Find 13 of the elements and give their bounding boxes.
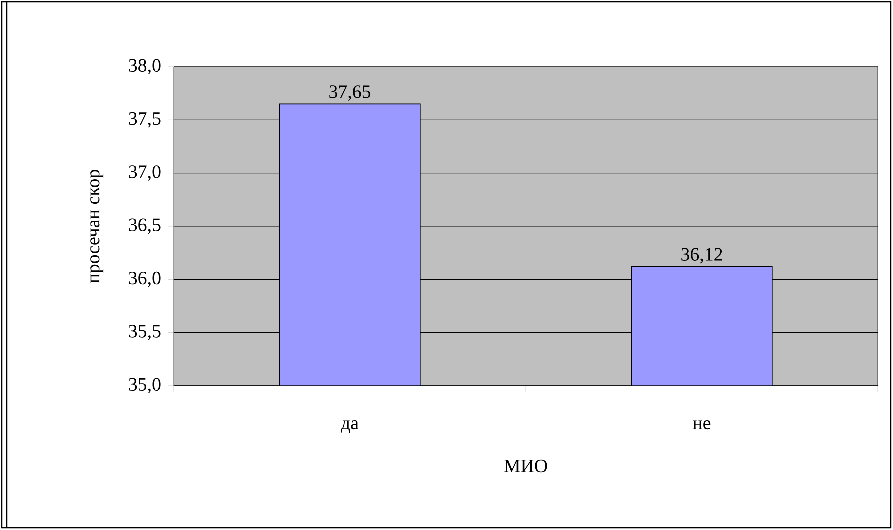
y-tick-label: 37,5 — [129, 112, 161, 128]
y-tick-label: 36,5 — [129, 218, 161, 234]
x-tick-label: да — [340, 420, 359, 434]
y-tick-label: 38,0 — [129, 59, 161, 75]
y-tick-label: 37,0 — [129, 166, 161, 182]
data-label: 37,65 — [330, 86, 371, 101]
y-tick-label: 35,0 — [129, 378, 161, 394]
x-tick-label: не — [693, 420, 711, 430]
y-tick-label: 36,0 — [129, 272, 161, 288]
y-tick-label: 35,5 — [129, 325, 161, 341]
data-label: 36,12 — [682, 248, 722, 264]
y-axis-title: просечан скор — [90, 170, 104, 284]
x-axis-title: МИО — [504, 460, 548, 473]
